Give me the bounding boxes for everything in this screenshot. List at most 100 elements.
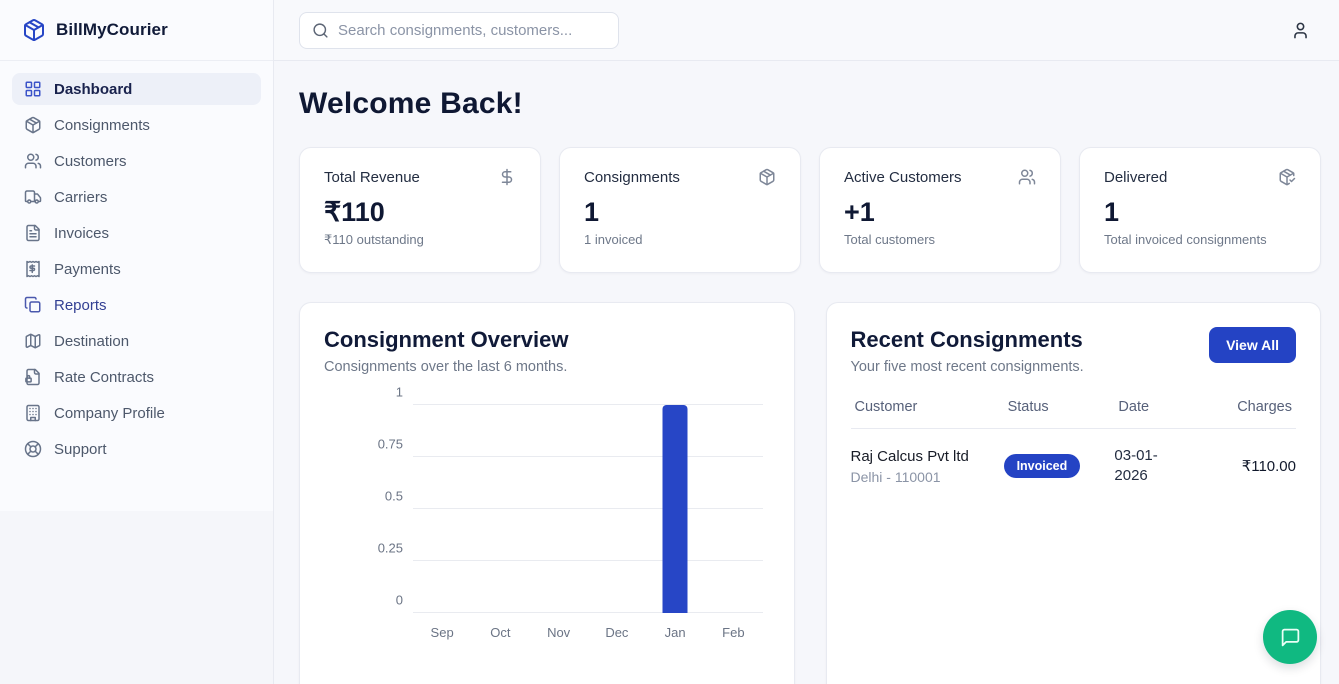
stat-card-label: Delivered (1104, 168, 1168, 186)
chart-x-tick-label: Jan (664, 625, 686, 640)
sidebar-item-label: Customers (54, 152, 127, 170)
copy-icon (24, 296, 42, 314)
app-title: BillMyCourier (56, 20, 168, 39)
sidebar-item-label: Carriers (54, 188, 108, 206)
customer-name: Raj Calcus Pvt ltd (850, 448, 969, 466)
dollar-icon (498, 168, 516, 186)
table-column-header: Date (1118, 399, 1150, 415)
file-lock-icon (24, 368, 42, 386)
sidebar-item-label: Reports (54, 296, 107, 314)
app-logo: BillMyCourier (0, 0, 273, 61)
sidebar-item-carriers[interactable]: Carriers (12, 181, 261, 213)
panels-row: Consignment Overview Consignments over t… (299, 302, 1321, 684)
consignment-charges: ₹110.00 (1241, 458, 1296, 476)
table-body: Raj Calcus Pvt ltd Delhi - 110001 Invoiced… (851, 429, 1297, 487)
overview-title: Consignment Overview (324, 327, 569, 352)
package-icon (22, 18, 46, 42)
sidebar-item-label: Support (54, 440, 107, 458)
view-all-button[interactable]: View All (1209, 327, 1296, 363)
chart-x-tick-label: Dec (605, 625, 629, 640)
file-text-icon (24, 224, 42, 242)
lifebuoy-icon (24, 440, 42, 458)
sidebar-item-rate-contracts[interactable]: Rate Contracts (12, 361, 261, 393)
chart-gridline (413, 560, 763, 561)
chart-y-tick-label: 1 (395, 384, 403, 400)
package-icon (24, 116, 42, 134)
stat-card-label: Total Revenue (324, 168, 420, 186)
stat-card-subtext: Total invoiced consignments (1104, 232, 1267, 247)
sidebar-item-company-profile[interactable]: Company Profile (12, 397, 261, 429)
chart-x-tick-label: Nov (547, 625, 571, 640)
chart-x-axis: Sep Oct Nov Dec Jan Feb (413, 625, 763, 640)
sidebar: BillMyCourier Dashboard Consignments Custo… (0, 0, 274, 684)
consignment-date: 03-01-2026 (1114, 447, 1158, 485)
package-check-icon (1278, 168, 1296, 186)
chart-y-tick-label: 0.25 (377, 540, 403, 556)
sidebar-item-label: Destination (54, 332, 130, 350)
chart-gridline (413, 404, 763, 405)
sidebar-item-support[interactable]: Support (12, 433, 261, 465)
consignment-overview-panel: Consignment Overview Consignments over t… (299, 302, 795, 684)
package-icon (758, 168, 776, 186)
message-square-icon (1280, 627, 1301, 648)
search-input[interactable] (338, 21, 606, 39)
stat-card-label: Consignments (584, 168, 680, 186)
sidebar-item-label: Dashboard (54, 80, 133, 98)
sidebar-item-label: Invoices (54, 224, 110, 242)
building-icon (24, 404, 42, 422)
users-icon (24, 152, 42, 170)
sidebar-item-destination[interactable]: Destination (12, 325, 261, 357)
receipt-icon (24, 260, 42, 278)
recent-consignments-panel: Recent Consignments Your five most recen… (825, 302, 1321, 684)
table-column-header: Customer (854, 399, 918, 415)
sidebar-item-dashboard[interactable]: Dashboard (12, 73, 261, 105)
chart-y-tick-label: 0.5 (384, 488, 403, 504)
main-content: Welcome Back! Total Revenue ₹110 ₹110 outs… (274, 61, 1339, 684)
sidebar-item-label: Consignments (54, 116, 150, 134)
sidebar-item-consignments[interactable]: Consignments (12, 109, 261, 141)
stat-card-value: +1 (844, 197, 875, 227)
search-box[interactable] (299, 11, 619, 49)
chart-y-tick-label: 0 (395, 592, 403, 608)
chart-x-tick-label: Feb (722, 625, 745, 640)
stat-card-total-revenue: Total Revenue ₹110 ₹110 outstanding (299, 147, 541, 273)
chart-gridline (413, 508, 763, 509)
chart-x-tick-label: Sep (430, 625, 454, 640)
overview-subtitle: Consignments over the last 6 months. (324, 359, 568, 375)
dashboard-grid-icon (24, 80, 42, 98)
sidebar-item-invoices[interactable]: Invoices (12, 217, 261, 249)
map-icon (24, 332, 42, 350)
stat-card-subtext: 1 invoiced (584, 232, 643, 247)
chat-button[interactable] (1263, 610, 1317, 664)
sidebar-item-customers[interactable]: Customers (12, 145, 261, 177)
table-column-header: Charges (1237, 399, 1292, 415)
sidebar-item-label: Payments (54, 260, 121, 278)
stat-card-subtext: ₹110 outstanding (324, 232, 424, 247)
page-title: Welcome Back! (299, 87, 523, 120)
user-icon[interactable] (1291, 21, 1310, 40)
chart-bar-jan[interactable] (662, 405, 688, 613)
recent-subtitle: Your five most recent consignments. (850, 359, 1084, 375)
truck-icon (24, 188, 42, 206)
table-header-row: Customer Status Date Charges (850, 399, 1296, 429)
chart-gridline (413, 456, 763, 457)
sidebar-item-reports[interactable]: Reports (12, 289, 261, 321)
chart-plot-area: 0 0.25 0.5 0.75 1 (378, 386, 763, 613)
sidebar-nav: Dashboard Consignments Customers Carriers In… (0, 61, 273, 469)
content-column: Welcome Back! Total Revenue ₹110 ₹110 outs… (274, 0, 1339, 684)
sidebar-upper: BillMyCourier Dashboard Consignments Custo… (0, 0, 273, 511)
table-row[interactable]: Raj Calcus Pvt ltd Delhi - 110001 Invoiced… (851, 429, 1297, 487)
chart-y-tick-label: 0.75 (377, 436, 403, 452)
stat-card-label: Active Customers (844, 168, 962, 186)
stat-card-subtext: Total customers (844, 232, 936, 247)
users-icon (1018, 168, 1036, 186)
bar-chart: 0 0.25 0.5 0.75 1 Sep Oct Nov Dec Jan Feb (324, 386, 770, 640)
table-column-header: Status (1007, 399, 1049, 415)
chart-gridline (413, 612, 763, 613)
status-badge: Invoiced (1003, 454, 1081, 479)
stat-card-active-customers: Active Customers +1 Total customers (819, 147, 1061, 273)
customer-location: Delhi - 110001 (850, 469, 941, 486)
sidebar-item-label: Company Profile (54, 404, 165, 422)
chart-x-tick-label: Oct (490, 625, 511, 640)
sidebar-item-payments[interactable]: Payments (12, 253, 261, 285)
